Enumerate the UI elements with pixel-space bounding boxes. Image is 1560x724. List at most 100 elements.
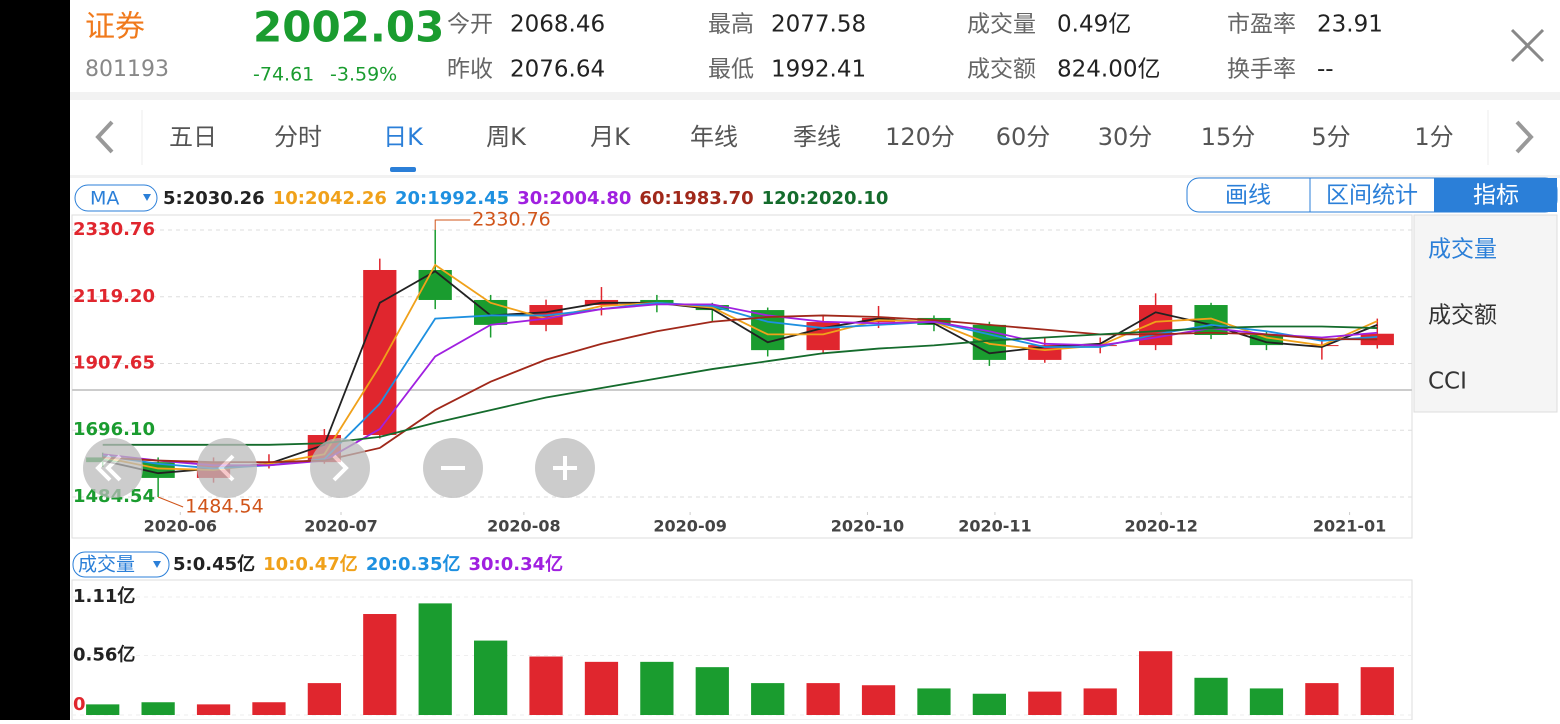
- stat-value: 2077.58: [771, 12, 866, 38]
- candle-body: [474, 299, 508, 325]
- stat-label: 成交额: [967, 57, 1036, 83]
- side-menu-item[interactable]: 成交额: [1428, 303, 1497, 329]
- tab[interactable]: 周K: [486, 123, 527, 151]
- stat-label: 市盈率: [1227, 12, 1296, 38]
- legend-item: 120:2020.10: [762, 188, 889, 209]
- toolbar-button[interactable]: 区间统计: [1326, 183, 1418, 209]
- legend-item: 10:2042.26: [273, 188, 387, 209]
- tab-prev[interactable]: [95, 120, 114, 154]
- volume-bar: [861, 685, 896, 715]
- tab[interactable]: 1分: [1414, 123, 1453, 151]
- toolbar-button[interactable]: 画线: [1225, 183, 1271, 209]
- x-tick-label: 2020-07: [304, 517, 377, 536]
- dropdown-icon: [143, 194, 151, 201]
- volume-selector[interactable]: [72, 551, 170, 578]
- volume-bar: [584, 661, 619, 715]
- legend-item: 5:2030.26: [163, 188, 265, 209]
- y-tick-label: 0: [73, 694, 86, 715]
- ma-selector-label: MA: [90, 188, 119, 210]
- volume-bar: [196, 704, 231, 715]
- tab-next[interactable]: [1515, 120, 1534, 154]
- zoom-first[interactable]: [83, 438, 143, 498]
- price-change-pct: -3.59%: [330, 64, 397, 86]
- y-tick-label: 2330.76: [73, 219, 155, 240]
- volume-selector-label: 成交量: [78, 554, 135, 576]
- tab[interactable]: 年线: [690, 123, 738, 151]
- zoom-next[interactable]: [310, 438, 370, 498]
- volume-bar: [1028, 691, 1062, 715]
- max-pointer: [434, 219, 471, 230]
- legend-item: 30:2004.80: [517, 188, 631, 209]
- legend-item: 30:0.34亿: [468, 553, 563, 575]
- min-pointer: [157, 496, 184, 508]
- volume-bar: [252, 702, 286, 715]
- stat-value: 2076.64: [510, 57, 605, 83]
- stat-value: 2068.46: [510, 12, 605, 38]
- side-menu-item[interactable]: CCI: [1428, 369, 1467, 395]
- ma-line: [102, 325, 1378, 446]
- legend-item: 20:0.35亿: [366, 553, 461, 575]
- tab-indicator: [390, 167, 416, 172]
- tab[interactable]: 月K: [590, 123, 631, 151]
- dropdown-icon: [153, 561, 161, 568]
- volume-bar: [418, 603, 452, 715]
- side-menu: [1413, 214, 1558, 413]
- zoom-prev[interactable]: [197, 438, 257, 498]
- tab[interactable]: 30分: [1098, 123, 1153, 151]
- toolbar-button[interactable]: 指标: [1473, 183, 1519, 209]
- stock-code: 801193: [85, 57, 169, 82]
- ma-line: [102, 263, 1378, 471]
- zoom-icons: [95, 454, 577, 482]
- volume-bar: [141, 702, 175, 715]
- stat-value: 1992.41: [771, 57, 866, 83]
- legend-item: 10:0.47亿: [263, 553, 358, 575]
- price-frame: [71, 214, 1413, 539]
- y-tick-label: 1907.65: [73, 353, 155, 374]
- volume-bar: [1249, 688, 1284, 715]
- stock-name: 证券: [85, 10, 145, 45]
- left-edge: [0, 0, 70, 720]
- min-label: 1484.54: [185, 496, 264, 518]
- zoom-controls: [83, 438, 595, 498]
- stat-value: --: [1317, 57, 1334, 83]
- volume-bar: [363, 614, 397, 715]
- volume-bar: [1194, 677, 1228, 715]
- volume-bar: [529, 656, 563, 715]
- divider: [70, 175, 1560, 178]
- stat-label: 最高: [708, 12, 754, 38]
- tab[interactable]: 五日: [169, 123, 217, 151]
- tab[interactable]: 分时: [274, 123, 322, 151]
- candle-body: [1249, 334, 1284, 346]
- stat-label: 成交量: [967, 12, 1036, 38]
- x-tick-label: 2020-09: [653, 517, 726, 536]
- side-menu-item[interactable]: 成交量: [1428, 237, 1497, 263]
- ma-selector[interactable]: [74, 184, 158, 212]
- tab[interactable]: 季线: [793, 123, 841, 151]
- x-tick-label: 2020-06: [144, 517, 217, 536]
- volume-bar: [640, 661, 674, 715]
- legend-item: 20:1992.45: [395, 188, 509, 209]
- tab[interactable]: 15分: [1201, 123, 1256, 151]
- tab[interactable]: 日K: [383, 123, 424, 151]
- volume-bar: [86, 704, 120, 715]
- volume-bar: [1083, 688, 1117, 715]
- tab[interactable]: 60分: [996, 123, 1051, 151]
- stat-label: 昨收: [447, 57, 493, 83]
- x-tick-label: 2021-01: [1313, 517, 1386, 536]
- volume-bar: [1360, 667, 1394, 715]
- volume-bar: [695, 667, 729, 715]
- toolbar-active: [1434, 178, 1557, 212]
- y-tick-label: 2119.20: [73, 286, 155, 307]
- tab[interactable]: 120分: [885, 123, 955, 151]
- ma-line: [102, 270, 1378, 475]
- close-button[interactable]: [1510, 28, 1545, 63]
- legend-item: 60:1983.70: [639, 188, 753, 209]
- stat-value: 824.00亿: [1057, 57, 1160, 83]
- volume-bar: [1139, 651, 1173, 715]
- max-label: 2330.76: [472, 209, 551, 231]
- stat-value: 0.49亿: [1057, 12, 1131, 38]
- volume-bar: [1305, 683, 1339, 715]
- tab[interactable]: 5分: [1311, 123, 1350, 151]
- volume-bar: [806, 683, 840, 715]
